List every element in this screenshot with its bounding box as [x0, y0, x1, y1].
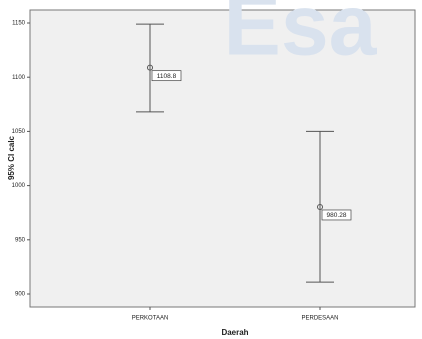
y-tick-label: 1100 [12, 75, 26, 81]
plot-area [29, 9, 416, 308]
x-tick-label: PERKOTAAN [132, 316, 169, 322]
y-axis-label: 95% CI calc [7, 135, 16, 180]
y-tick-label: 900 [15, 292, 26, 298]
label-box [321, 209, 352, 221]
data-label: 980.28 [327, 212, 347, 219]
label-box [151, 70, 182, 82]
y-tick-label: 950 [15, 237, 26, 243]
y-tick-label: 1150 [12, 21, 26, 27]
mean-marker [317, 203, 323, 210]
x-axis-label: Daerah [221, 328, 248, 337]
data-label: 1108.8 [157, 73, 177, 80]
y-tick-label: 1050 [12, 129, 26, 135]
mean-marker [147, 64, 153, 71]
y-tick-label: 1000 [12, 183, 26, 189]
x-tick-label: PERDESAAN [301, 316, 338, 322]
watermark: Esa [223, 0, 377, 74]
